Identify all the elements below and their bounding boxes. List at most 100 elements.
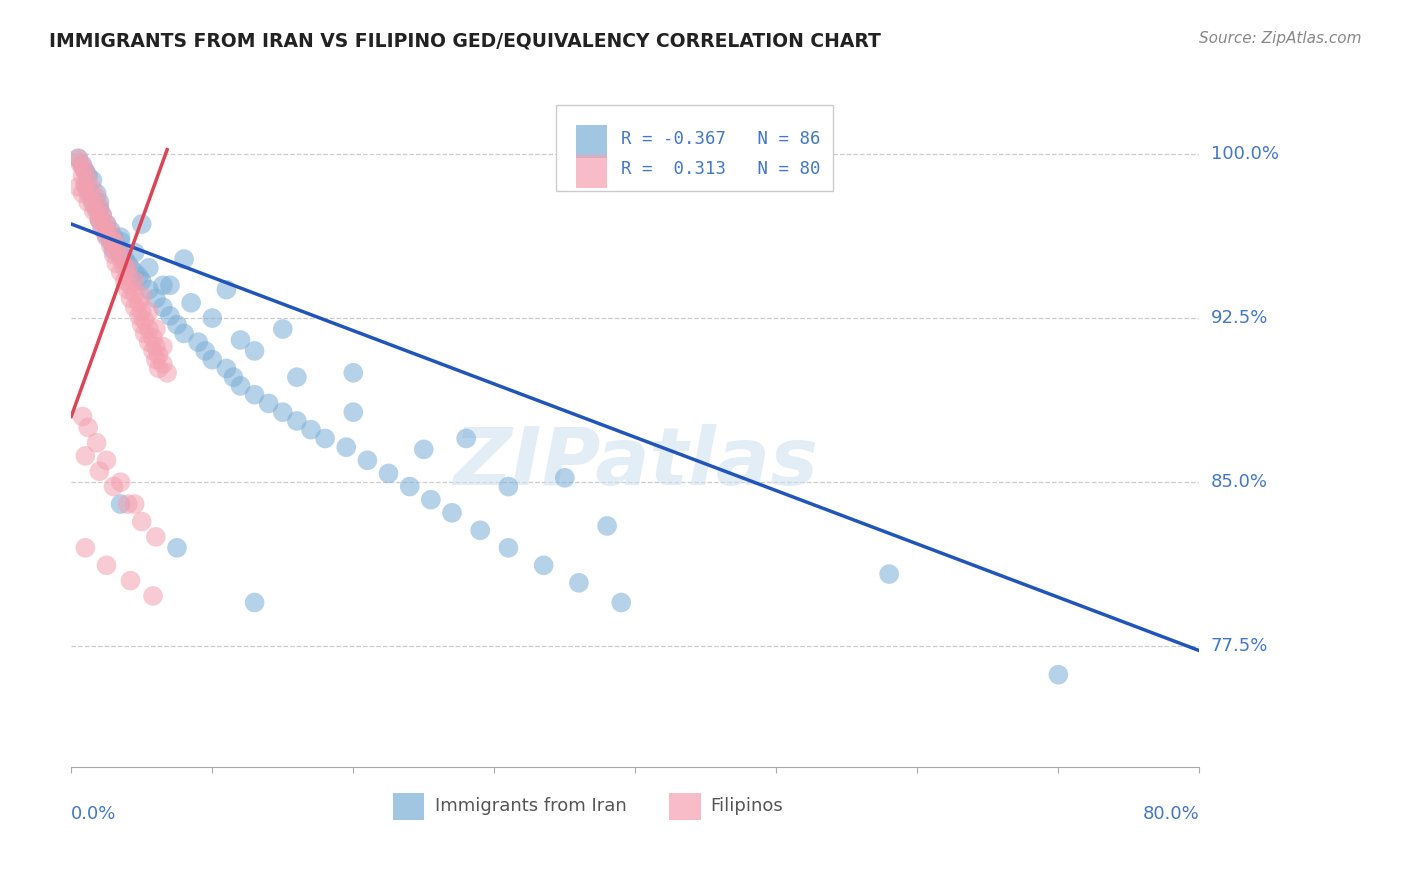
Point [110,497,132,511]
Text: 77.5%: 77.5% [1211,637,1268,656]
Point [498,479,520,493]
Point [89,212,111,227]
Point [91,208,114,222]
Point [166,318,188,332]
Text: 85.0%: 85.0% [1211,473,1268,491]
Point [103,230,125,244]
Point [75,449,97,463]
Point [142,343,165,358]
Point [377,467,399,481]
FancyBboxPatch shape [669,794,700,820]
Point [134,326,156,341]
Point [96,453,118,467]
Point [91,208,114,222]
Point [75,178,97,192]
Point [124,497,146,511]
Point [335,440,357,454]
Point [75,164,97,178]
Point [100,235,122,249]
Point [498,541,520,555]
Point [124,287,146,301]
FancyBboxPatch shape [557,105,832,191]
Point [138,260,160,275]
Point [110,265,132,279]
Point [117,256,139,270]
Point [470,524,492,538]
Point [152,300,174,314]
Point [877,567,900,582]
Text: Source: ZipAtlas.com: Source: ZipAtlas.com [1198,31,1361,46]
Text: Filipinos: Filipinos [710,797,783,815]
Point [356,453,378,467]
Point [145,339,167,353]
Point [285,414,308,428]
Point [131,304,153,318]
Point [201,352,224,367]
Point [173,326,195,341]
Point [145,292,167,306]
Point [243,343,266,358]
Point [105,244,128,258]
Point [91,221,114,235]
Point [173,252,195,266]
Point [110,235,132,249]
Text: Immigrants from Iran: Immigrants from Iran [434,797,626,815]
Text: R =  0.313   N = 80: R = 0.313 N = 80 [620,160,820,178]
Point [285,370,308,384]
Point [110,252,132,266]
Point [128,269,150,284]
Point [152,278,174,293]
Point [91,221,114,235]
Point [67,152,90,166]
Point [257,396,280,410]
Point [142,589,165,603]
Point [222,370,245,384]
Point [75,178,97,192]
Point [96,227,118,242]
Point [89,202,111,216]
Point [271,322,294,336]
Text: 100.0%: 100.0% [1211,145,1278,163]
Point [67,152,90,166]
Text: 0.0%: 0.0% [72,805,117,823]
Point [86,186,108,201]
Point [145,530,167,544]
Point [596,519,619,533]
Point [96,230,118,244]
Point [82,193,104,207]
Point [229,379,252,393]
Point [131,318,153,332]
Point [124,245,146,260]
Point [201,311,224,326]
Point [82,195,104,210]
Point [72,409,94,424]
Point [456,432,478,446]
Point [105,256,128,270]
Point [159,278,181,293]
Point [187,335,209,350]
Point [75,164,97,178]
Point [120,278,142,293]
Point [120,292,142,306]
Point [215,283,238,297]
Point [299,423,322,437]
Point [89,200,111,214]
Point [96,217,118,231]
Point [67,179,90,194]
Text: 92.5%: 92.5% [1211,310,1268,327]
Point [440,506,463,520]
Point [120,260,142,275]
Point [110,230,132,244]
Point [117,260,139,275]
Point [100,239,122,253]
Point [86,191,108,205]
Text: IMMIGRANTS FROM IRAN VS FILIPINO GED/EQUIVALENCY CORRELATION CHART: IMMIGRANTS FROM IRAN VS FILIPINO GED/EQU… [49,31,882,50]
Point [1047,667,1070,681]
Point [117,497,139,511]
Point [114,252,136,266]
Point [89,212,111,227]
Point [83,203,105,218]
Point [131,274,153,288]
Point [110,247,132,261]
Point [229,333,252,347]
